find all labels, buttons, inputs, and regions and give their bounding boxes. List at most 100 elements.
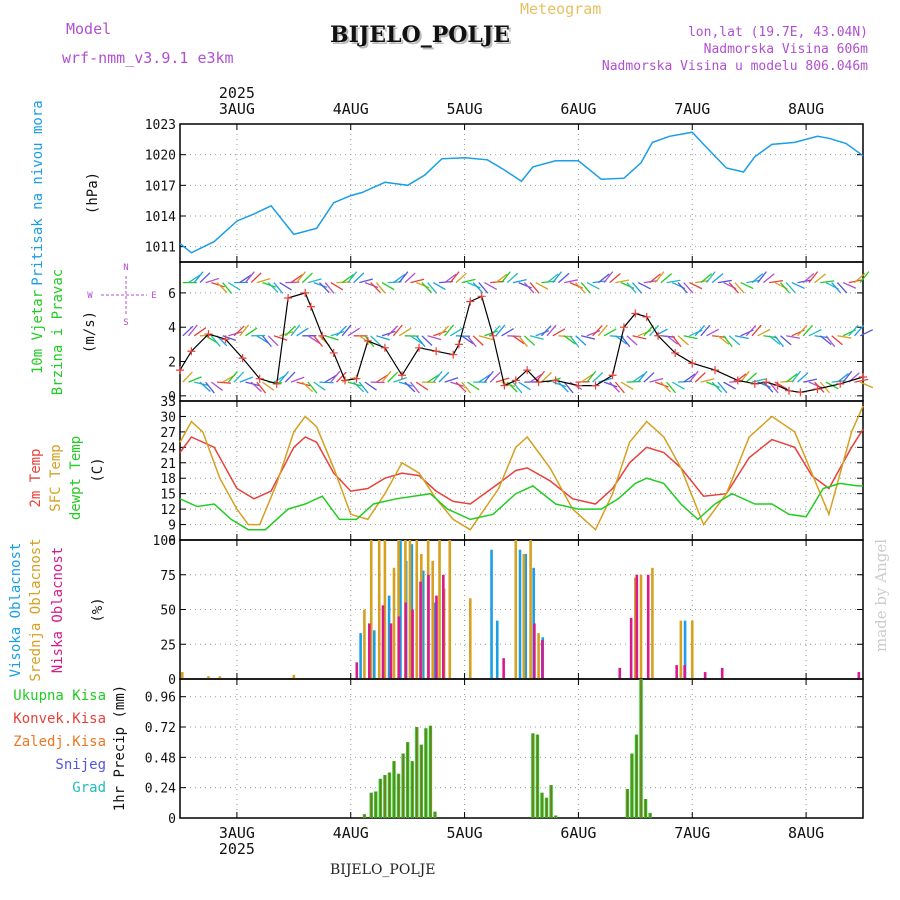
wind-vector-arrow	[375, 282, 386, 294]
wind-vector-arrow	[535, 282, 549, 290]
wind-vector-arrow	[580, 282, 591, 294]
wind-vector-arrow	[324, 335, 339, 341]
wind-vector-arrow	[694, 325, 706, 337]
y-tick-label: 0.96	[145, 691, 176, 706]
wind-speed-marker	[591, 381, 600, 390]
cloud-mid-bar	[448, 540, 452, 679]
wind-speed-marker	[711, 366, 720, 375]
wind-vector-arrow	[649, 377, 664, 383]
wind-vector-arrow	[438, 371, 450, 383]
wind-vector-arrow	[455, 272, 467, 284]
wind-speed-marker	[449, 350, 458, 359]
wind-speed-marker	[238, 354, 247, 363]
wind-vector-arrow	[239, 376, 254, 383]
wind-vector-arrow	[199, 272, 211, 284]
wind-vector-arrow	[182, 371, 193, 383]
y-tick-label: 21	[160, 457, 176, 472]
wind-vector-arrow	[472, 282, 484, 294]
temp-dewpt-line	[179, 477, 863, 531]
compass-west: W	[87, 291, 93, 301]
temp-sfc-line	[179, 405, 864, 531]
wind-vector-arrow	[364, 381, 377, 391]
wind-vector-arrow	[449, 271, 460, 283]
wind-vector-arrow	[381, 330, 396, 337]
wind-vector-arrow	[484, 282, 498, 290]
wind-vector-arrow	[751, 273, 764, 284]
bottom-day-label: 7AUG	[674, 824, 710, 842]
y-tick-label: 1023	[145, 118, 176, 133]
wind-speed-marker	[836, 379, 845, 388]
wind-vector-arrow	[671, 381, 685, 390]
wind-vector-arrow	[262, 335, 272, 348]
wind-vector-arrow	[831, 335, 843, 346]
cloud-mid-bar	[392, 567, 396, 679]
wind-vector-arrow	[347, 271, 358, 283]
wind-vector-arrow	[489, 371, 501, 383]
wind-speed-marker	[796, 388, 805, 397]
wind-vector-arrow	[353, 272, 365, 284]
cloud-low-bar	[427, 574, 430, 679]
wind-vector-arrow	[381, 282, 395, 291]
wind-speed-marker	[454, 340, 463, 349]
wind-speed-marker	[306, 302, 315, 311]
top-day-label: 4AUG	[333, 100, 369, 118]
page-title: BIJELO_POLJE	[330, 22, 511, 48]
wind-vector-arrow	[786, 335, 801, 339]
wind-vector-arrow	[552, 381, 567, 388]
precip-legend-item: Konvek.Kisa	[13, 711, 106, 727]
wind-vector-arrow	[404, 272, 416, 284]
wind-vector-arrow	[820, 280, 835, 284]
wind-vector-arrow	[831, 282, 842, 294]
bottom-day-label: 8AUG	[788, 824, 824, 842]
wind-vector-arrow	[518, 335, 528, 348]
wind-vector-arrow	[694, 372, 706, 383]
wind-vector-arrow	[313, 381, 326, 391]
wind-vector-arrow	[478, 282, 489, 294]
precip-legend-item: Ukupna Kisa	[13, 688, 106, 704]
precip-unit: 1hr Precip (mm)	[112, 685, 128, 811]
wind-vector-arrow	[450, 381, 464, 387]
y-tick-label: 4	[168, 321, 176, 336]
y-tick-label: 30	[160, 410, 176, 425]
wind-vector-arrow	[392, 324, 403, 337]
wind-vector-arrow	[711, 273, 724, 284]
compass-north: N	[123, 263, 128, 273]
wind-vector-arrow	[210, 335, 221, 347]
cloud-mid-bar	[537, 633, 540, 679]
wind-vector-arrow	[751, 324, 762, 337]
wind-vector-arrow	[592, 372, 604, 383]
cloud-mid-bar	[408, 540, 412, 679]
wind-vector-arrow	[427, 374, 440, 383]
precip-convective-bar	[536, 734, 539, 818]
wind-vector-arrow	[279, 370, 290, 383]
wind-vector-arrow	[785, 282, 797, 294]
wind-vector-arrow	[393, 376, 407, 383]
wind-vector-arrow	[319, 381, 334, 384]
wind-vector-arrow	[182, 325, 194, 337]
precip-convective-bar	[407, 742, 409, 818]
wind-vector-arrow	[330, 370, 341, 383]
y-tick-label: 15	[160, 488, 176, 503]
bottom-day-label: 4AUG	[333, 824, 369, 842]
y-tick-label: 100	[153, 534, 176, 549]
wind-speed-marker	[415, 343, 424, 352]
wind-vector-arrow	[313, 335, 324, 348]
wind-vector-arrow	[683, 282, 694, 294]
wind-speed-marker	[631, 309, 640, 318]
wind-speed-marker	[859, 372, 867, 381]
compass-cross	[101, 276, 147, 316]
wind-vector-arrow	[779, 282, 791, 294]
wind-vector-arrow	[284, 325, 296, 337]
wind-vector-arrow	[791, 370, 802, 383]
cloud-low-bar	[381, 605, 385, 679]
wind-vector-arrow	[262, 381, 275, 391]
wind-vector-arrow	[313, 281, 328, 288]
wind-speed-marker	[750, 379, 759, 388]
bottom-year-label: 2025	[219, 840, 255, 858]
cloud-mid-bar	[415, 540, 419, 679]
temp-unit: (C)	[90, 457, 106, 482]
wind-vector-arrow	[717, 279, 732, 284]
pressure-ylabel: Pritisak na nivou mora	[30, 100, 46, 285]
top-day-label: 3AUG	[219, 100, 255, 118]
wind-speed-marker	[397, 371, 406, 380]
